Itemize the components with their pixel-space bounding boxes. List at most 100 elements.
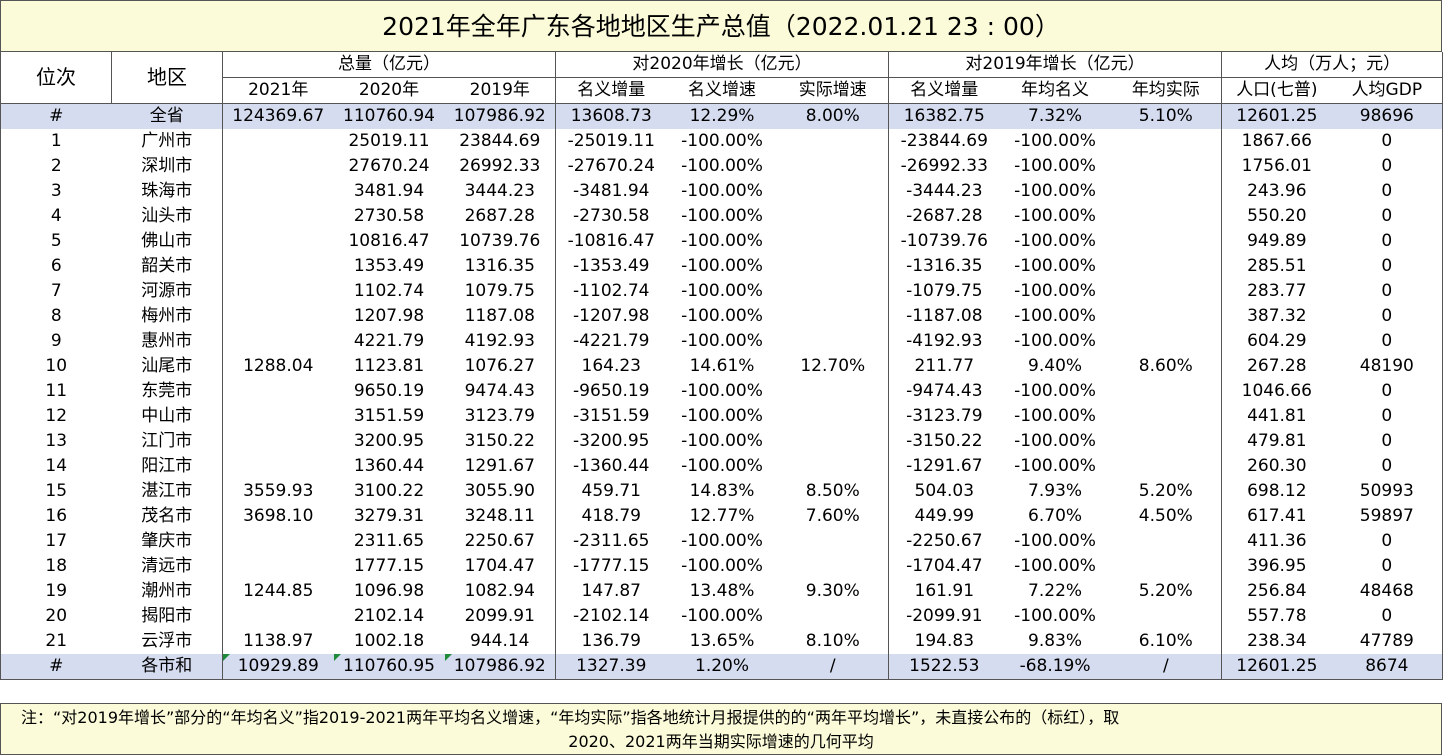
cell-per-capita-gdp[interactable]: 0	[1331, 404, 1444, 429]
cell-population[interactable]: 238.34	[1247, 631, 1307, 651]
cell-nominal-rate-2020[interactable]: 12.77%	[689, 506, 755, 526]
cell-region[interactable]: 梅州市	[111, 304, 223, 329]
cell-per-capita-gdp[interactable]: 0	[1331, 229, 1444, 254]
header-nominal-increase-2019[interactable]: 名义增量	[888, 77, 1000, 104]
cell-total-2021[interactable]	[223, 529, 334, 554]
cell-total-2019[interactable]: 2687.28	[444, 204, 557, 229]
cell-total-2021[interactable]: 3698.10	[243, 506, 314, 526]
cell-region[interactable]: 韶关市	[111, 254, 223, 279]
cell-total-2021[interactable]	[223, 554, 334, 579]
cell-nominal-increase-2019[interactable]: -26992.33	[900, 156, 988, 176]
cell-total-2020[interactable]: 2102.14	[353, 606, 425, 626]
cell-total-2019[interactable]: 3150.22	[444, 429, 557, 454]
cell-nominal-increase-2020[interactable]: -25019.11	[567, 131, 655, 151]
cell-rank[interactable]: 21	[0, 629, 112, 654]
cell-total-2019[interactable]: 3123.79	[444, 404, 557, 429]
cell-total-2020[interactable]: 1777.15	[353, 556, 425, 576]
cell-region[interactable]: 湛江市	[111, 479, 223, 504]
header-2020[interactable]: 2020年	[333, 77, 445, 104]
cell-real-rate-2020[interactable]	[777, 304, 890, 329]
cell-annual-real[interactable]	[1110, 229, 1223, 254]
cell-population[interactable]: 243.96	[1247, 181, 1307, 201]
cell-nominal-increase-2019[interactable]: -2099.91	[906, 606, 983, 626]
cell-per-capita-gdp[interactable]: 0	[1331, 304, 1444, 329]
cell-real-rate-2020[interactable]	[777, 454, 890, 479]
cell-real-rate-2020[interactable]	[777, 329, 890, 354]
cell-real-rate-2020[interactable]: 7.60%	[777, 504, 890, 529]
header-nominal-increase-2020[interactable]: 名义增量	[555, 77, 667, 104]
cell-total-2021[interactable]	[223, 454, 334, 479]
cell-annual-nominal[interactable]: -100.00%	[1014, 531, 1096, 551]
cell-nominal-rate-2020[interactable]: -100.00%	[681, 281, 763, 301]
cell-annual-nominal[interactable]: 7.93%	[1028, 481, 1083, 501]
cell-total-2019[interactable]: 26992.33	[444, 154, 557, 179]
cell-region[interactable]: 云浮市	[111, 629, 223, 654]
cell-per-capita-gdp[interactable]: 48190	[1331, 354, 1444, 379]
cell-rank[interactable]: 4	[0, 204, 112, 229]
cell-annual-nominal[interactable]: 6.70%	[1028, 506, 1083, 526]
cell-nominal-increase-2019[interactable]: -2687.28	[906, 206, 983, 226]
cell-nominal-rate-2020[interactable]: -100.00%	[681, 256, 763, 276]
cell-per-capita-gdp[interactable]: 0	[1331, 604, 1444, 629]
cell-rank[interactable]: 5	[0, 229, 112, 254]
cell-total-2020[interactable]: 3481.94	[353, 181, 425, 201]
cell-total-2019[interactable]: 1082.94	[444, 579, 557, 604]
cell-population[interactable]: 12601.25	[1221, 654, 1332, 680]
cell-total-2019[interactable]: 3248.11	[444, 504, 557, 529]
cell-rank[interactable]: 10	[0, 354, 112, 379]
cell-total-2019[interactable]: 3444.23	[444, 179, 557, 204]
cell-nominal-increase-2019[interactable]: 161.91	[914, 581, 975, 601]
cell-population[interactable]: 617.41	[1247, 506, 1307, 526]
header-group-total[interactable]: 总量（亿元）	[222, 52, 557, 78]
cell-annual-nominal[interactable]: 9.83%	[1028, 631, 1083, 651]
cell-region[interactable]: 各市和	[111, 654, 223, 680]
cell-region[interactable]: 全省	[111, 103, 223, 129]
cell-region[interactable]: 东莞市	[111, 379, 223, 404]
cell-population[interactable]: 550.20	[1247, 206, 1307, 226]
cell-population[interactable]: 698.12	[1247, 481, 1307, 501]
cell-nominal-increase-2019[interactable]: 504.03	[914, 481, 975, 501]
cell-population[interactable]: 949.89	[1247, 231, 1307, 251]
cell-annual-nominal[interactable]: 9.40%	[1028, 356, 1083, 376]
cell-annual-real[interactable]	[1110, 204, 1223, 229]
cell-total-2021[interactable]	[223, 604, 334, 629]
cell-nominal-rate-2020[interactable]: -100.00%	[681, 606, 763, 626]
cell-nominal-increase-2020[interactable]: -2311.65	[573, 531, 650, 551]
cell-nominal-increase-2019[interactable]: 194.83	[914, 631, 975, 651]
cell-real-rate-2020[interactable]	[777, 129, 890, 154]
cell-real-rate-2020[interactable]	[777, 279, 890, 304]
cell-nominal-increase-2019[interactable]: -23844.69	[900, 131, 988, 151]
cell-total-2019[interactable]: 107986.92	[444, 103, 557, 129]
cell-region[interactable]: 阳江市	[111, 454, 223, 479]
cell-total-2020[interactable]: 25019.11	[348, 131, 430, 151]
cell-total-2019[interactable]: 944.14	[444, 629, 557, 654]
header-2019[interactable]: 2019年	[444, 77, 557, 104]
cell-annual-real[interactable]	[1110, 379, 1223, 404]
cell-nominal-rate-2020[interactable]: -100.00%	[681, 231, 763, 251]
cell-total-2021[interactable]	[223, 279, 334, 304]
cell-per-capita-gdp[interactable]: 98696	[1331, 103, 1444, 129]
cell-total-2021[interactable]	[223, 429, 334, 454]
cell-annual-real[interactable]: 6.10%	[1110, 629, 1223, 654]
cell-population[interactable]: 267.28	[1247, 356, 1307, 376]
cell-annual-nominal[interactable]: -100.00%	[1014, 231, 1096, 251]
cell-nominal-rate-2020[interactable]: -100.00%	[681, 331, 763, 351]
cell-region[interactable]: 汕头市	[111, 204, 223, 229]
cell-total-2019[interactable]: 1076.27	[444, 354, 557, 379]
cell-total-2021[interactable]: 1244.85	[243, 581, 314, 601]
cell-nominal-increase-2020[interactable]: -1360.44	[573, 456, 650, 476]
cell-per-capita-gdp[interactable]: 0	[1331, 279, 1444, 304]
cell-per-capita-gdp[interactable]: 0	[1331, 204, 1444, 229]
cell-nominal-rate-2020[interactable]: -100.00%	[681, 556, 763, 576]
cell-nominal-increase-2019[interactable]: -3444.23	[906, 181, 983, 201]
header-annual-nominal[interactable]: 年均名义	[999, 77, 1111, 104]
cell-nominal-increase-2020[interactable]: -9650.19	[573, 381, 650, 401]
cell-nominal-increase-2019[interactable]: -4192.93	[906, 331, 983, 351]
cell-population[interactable]: 396.95	[1247, 556, 1307, 576]
cell-total-2020[interactable]: 3100.22	[353, 481, 425, 501]
cell-nominal-rate-2020[interactable]: -100.00%	[681, 181, 763, 201]
cell-nominal-increase-2019[interactable]: 16382.75	[888, 103, 1000, 129]
cell-region[interactable]: 清远市	[111, 554, 223, 579]
cell-nominal-rate-2020[interactable]: 14.83%	[689, 481, 755, 501]
header-group-vs-2019[interactable]: 对2019年增长（亿元）	[888, 52, 1223, 78]
